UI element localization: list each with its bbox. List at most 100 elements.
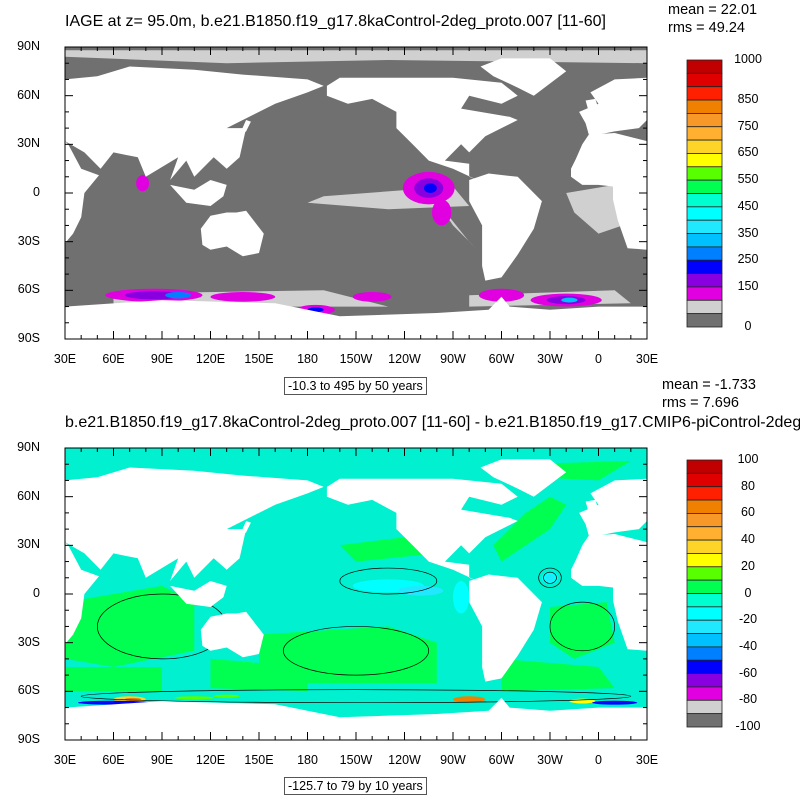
age-anomaly-region: [423, 183, 437, 193]
land-samerica: [469, 173, 542, 281]
anomaly-region: [124, 697, 141, 702]
anomaly-region: [545, 574, 555, 582]
colorbar-label: 80: [741, 478, 755, 493]
land-antarctica: [65, 697, 647, 740]
lat-label: 0: [33, 586, 40, 600]
colorbar-swatch: [686, 206, 723, 221]
lat-label: 30N: [17, 136, 40, 151]
colorbar-label: 0: [744, 319, 752, 333]
colorbar-swatch: [686, 646, 723, 661]
positive-anomaly-region: [65, 667, 162, 692]
colorbar-swatch: [686, 633, 723, 648]
colorbar-swatch: [686, 86, 723, 101]
colorbar-label: 650: [737, 145, 759, 160]
panel1-map: [48, 46, 648, 340]
lat-label: 30N: [17, 537, 40, 552]
colorbar-label: 450: [737, 198, 759, 213]
contour-line: [80, 689, 632, 704]
colorbar-label: 850: [737, 92, 759, 107]
land-africaR: [571, 534, 647, 651]
lat-label: 60N: [17, 87, 40, 102]
colorbar-swatch: [686, 246, 723, 261]
lon-label: 120E: [195, 753, 226, 767]
lon-label: 0: [595, 352, 602, 366]
lon-label: 30E: [53, 352, 77, 366]
colorbar-swatch: [686, 459, 723, 474]
anomaly-region: [453, 696, 486, 703]
colorbar-swatch: [686, 713, 723, 728]
land-eurasia: [48, 66, 324, 180]
colorbar-swatch: [686, 673, 723, 688]
colorbar-swatch: [686, 193, 723, 208]
colorbar-label: 40: [741, 532, 755, 547]
colorbar-swatch: [686, 286, 723, 301]
land-australia: [200, 611, 264, 658]
positive-anomaly-region: [501, 658, 615, 692]
panel2-map: [48, 447, 648, 741]
positive-anomaly-region: [65, 585, 195, 667]
land-namerica: [326, 478, 518, 581]
anomaly-region: [213, 694, 240, 698]
colorbar-label: 250: [737, 252, 759, 267]
panel2-range-note: -125.7 to 79 by 10 years: [284, 777, 427, 795]
colorbar-swatch: [686, 59, 723, 74]
land-greenland: [480, 459, 567, 497]
colorbar-swatch: [686, 526, 723, 541]
colorbar-swatch: [686, 299, 723, 315]
colorbar-swatch: [686, 699, 723, 715]
lat-label: 90S: [17, 732, 40, 746]
colorbar-swatch: [686, 313, 723, 328]
lon-label: 180: [297, 753, 318, 767]
land-australia: [200, 210, 264, 257]
colorbar-swatch: [686, 166, 723, 181]
colorbar-swatch: [686, 579, 723, 594]
lon-label: 30E: [635, 352, 659, 366]
colorbar-swatch: [686, 553, 723, 568]
colorbar-swatch: [686, 126, 723, 141]
lon-label: 90E: [150, 352, 174, 366]
colorbar-swatch: [686, 139, 723, 154]
lon-label: 60E: [102, 753, 125, 767]
panel1-rms: rms = 49.24: [668, 20, 745, 36]
lon-label: 150W: [339, 753, 373, 767]
colorbar-swatch: [686, 259, 723, 275]
lon-label: 150E: [244, 352, 274, 366]
anomaly-region: [592, 700, 638, 705]
lon-label: 180: [297, 352, 318, 366]
positive-anomaly-region: [493, 496, 567, 562]
lon-label: 90W: [440, 753, 466, 767]
land-samerica: [469, 574, 542, 682]
land-europe: [579, 77, 647, 135]
colorbar-label: 20: [741, 558, 755, 573]
lat-label: 0: [33, 185, 40, 199]
land-japan: [234, 521, 251, 541]
colorbar-swatch: [686, 219, 723, 234]
colorbar-label: 550: [737, 172, 759, 187]
colorbar-label: 0: [744, 585, 752, 600]
colorbar-label: -60: [738, 665, 758, 680]
age-anomaly-region: [561, 297, 578, 303]
lat-label: 90N: [17, 39, 40, 53]
age-anomaly-region: [431, 199, 452, 226]
land-indonesia: [170, 180, 227, 206]
positive-anomaly-region: [550, 602, 615, 659]
land-uk: [585, 499, 599, 513]
lon-label: 30W: [537, 352, 563, 366]
colorbar-swatch: [686, 686, 723, 701]
panel2-mean: mean = -1.733: [662, 377, 756, 393]
colorbar-label: 1000: [734, 52, 762, 66]
contour-line: [538, 567, 562, 588]
colorbar-label: -40: [738, 638, 758, 653]
colorbar-swatch: [686, 153, 723, 168]
lon-label: 120E: [195, 352, 226, 366]
land-africaL: [65, 141, 99, 244]
lon-label: 120W: [388, 753, 421, 767]
colorbar-swatch: [686, 593, 723, 608]
contour-line: [282, 626, 430, 676]
panel1-title: IAGE at z= 95.0m, b.e21.B1850.f19_g17.8k…: [65, 13, 606, 30]
lat-label: 60S: [17, 282, 40, 297]
lon-label: 120W: [388, 352, 421, 366]
lon-label: 90W: [440, 352, 466, 366]
age-anomaly-region: [478, 288, 525, 302]
panel1-range-note: -10.3 to 495 by 50 years: [284, 377, 427, 395]
